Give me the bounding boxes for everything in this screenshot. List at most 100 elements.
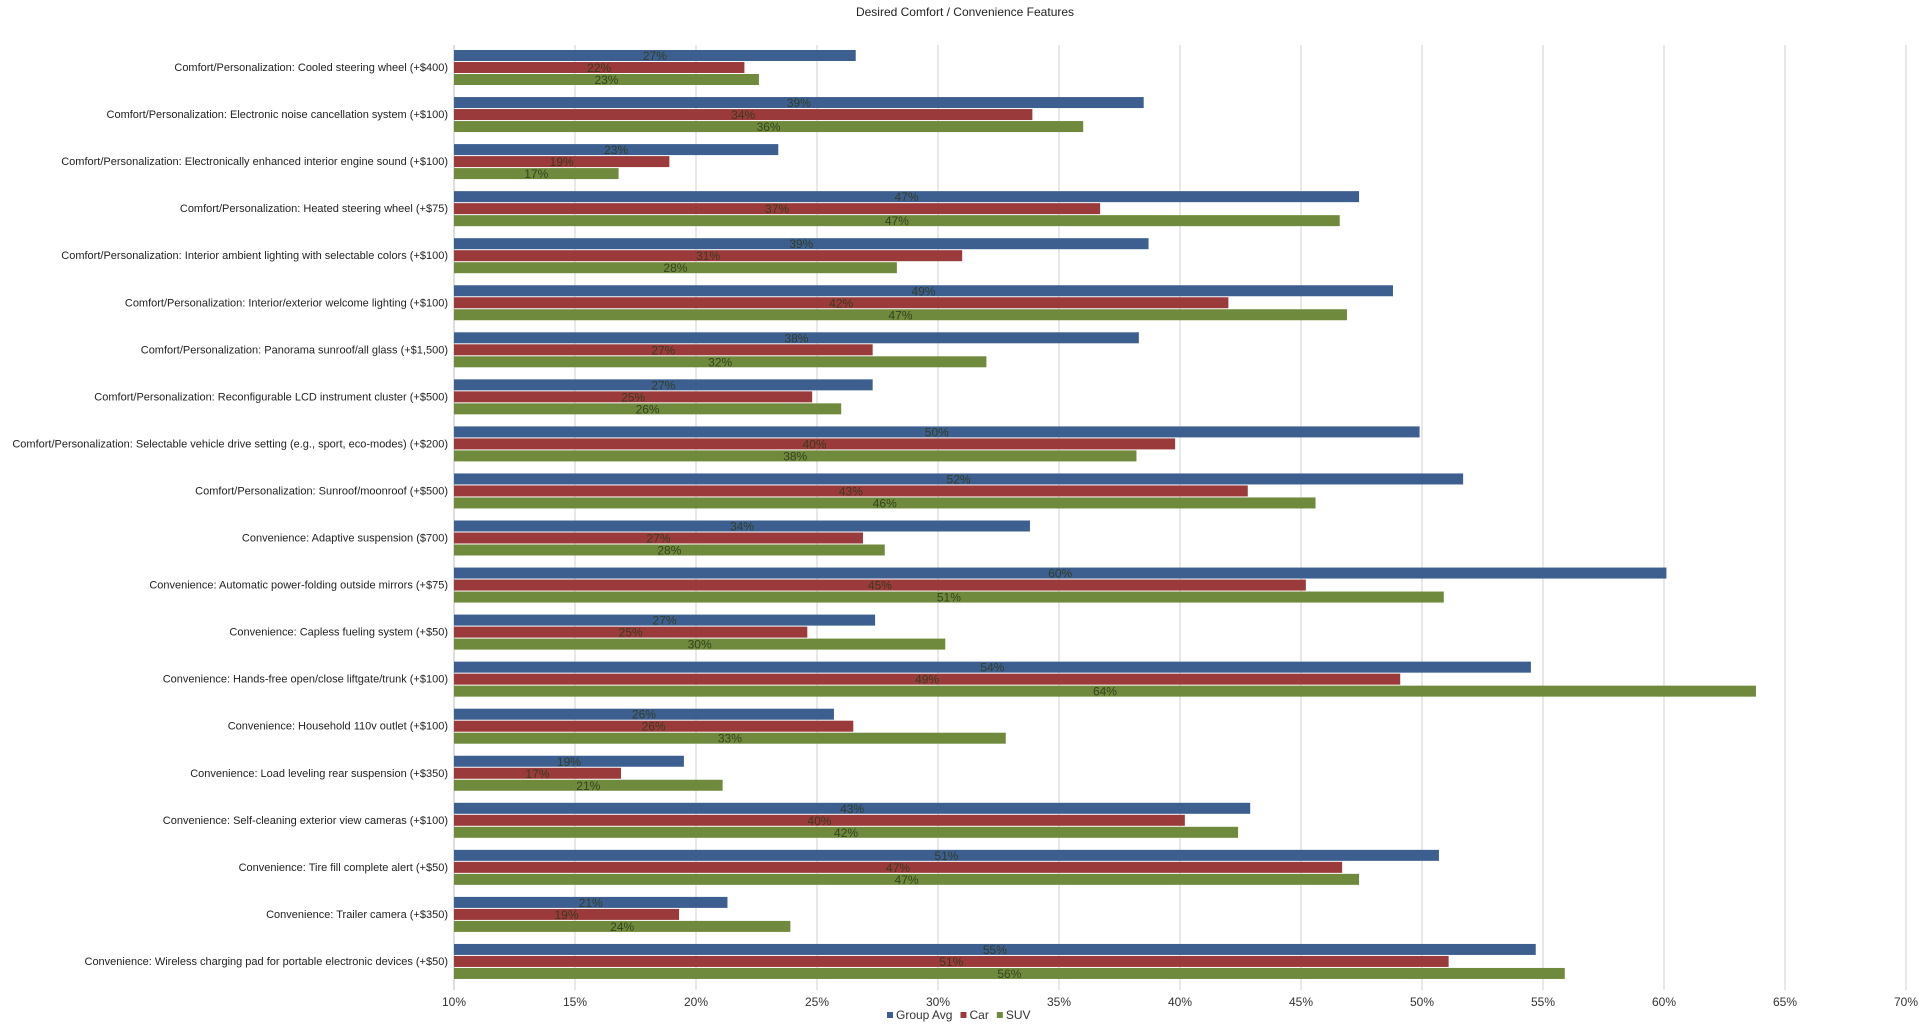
data-label: 47% <box>888 308 912 322</box>
data-label: 42% <box>834 826 858 840</box>
category-label: Convenience: Self-cleaning exterior view… <box>163 815 448 827</box>
data-label: 49% <box>915 673 939 687</box>
bar-suv <box>454 826 1239 838</box>
data-label: 28% <box>657 544 681 558</box>
data-label: 19% <box>550 155 574 169</box>
legend-label: Car <box>969 1008 988 1022</box>
bar-car <box>454 673 1401 685</box>
bar-suv <box>454 638 946 650</box>
data-label: 26% <box>636 402 660 416</box>
category-label: Comfort/Personalization: Reconfigurable … <box>94 391 448 403</box>
data-label: 51% <box>939 955 963 969</box>
bar-car <box>454 814 1185 826</box>
data-label: 40% <box>807 814 831 828</box>
bar-group-avg <box>454 896 728 908</box>
category-label: Convenience: Tire fill complete alert (+… <box>239 862 448 874</box>
x-tick-label: 65% <box>1773 995 1797 1009</box>
data-label: 42% <box>829 296 853 310</box>
x-tick-label: 35% <box>1047 995 1071 1009</box>
x-tick-label: 45% <box>1289 995 1313 1009</box>
category-label: Convenience: Load leveling rear suspensi… <box>190 768 448 780</box>
x-tick-label: 30% <box>926 995 950 1009</box>
data-label: 27% <box>651 343 675 357</box>
x-tick-label: 20% <box>684 995 708 1009</box>
bar-car <box>454 532 863 544</box>
bar-group-avg <box>454 849 1439 861</box>
bar-car <box>454 861 1343 873</box>
data-label: 38% <box>784 331 808 345</box>
category-label: Comfort/Personalization: Heated steering… <box>180 203 448 215</box>
x-tick-label: 55% <box>1531 995 1555 1009</box>
legend-label: SUV <box>1006 1008 1031 1022</box>
bar-suv <box>454 685 1756 697</box>
bar-suv <box>454 403 842 415</box>
data-label: 38% <box>783 449 807 463</box>
bar-layer <box>454 50 1756 979</box>
data-label: 25% <box>619 626 643 640</box>
data-label: 23% <box>594 73 618 87</box>
data-label: 47% <box>885 214 909 228</box>
category-label: Comfort/Personalization: Electronically … <box>61 156 448 168</box>
data-label: 47% <box>895 873 919 887</box>
bar-car <box>454 720 854 732</box>
data-label: 31% <box>696 249 720 263</box>
legend-swatch <box>996 1012 1003 1018</box>
data-label: 43% <box>840 802 864 816</box>
bar-suv <box>454 920 791 932</box>
bar-suv <box>454 779 723 791</box>
data-label: 39% <box>787 96 811 110</box>
category-label: Convenience: Capless fueling system (+$5… <box>229 627 448 639</box>
bar-group-avg <box>454 379 873 391</box>
data-label: 64% <box>1093 685 1117 699</box>
bar-car <box>454 579 1306 591</box>
data-label: 47% <box>895 190 919 204</box>
category-label: Comfort/Personalization: Cooled steering… <box>174 62 448 74</box>
bar-group-avg <box>454 755 684 767</box>
bar-group-avg <box>454 191 1360 203</box>
bar-suv <box>454 168 619 180</box>
bar-group-avg <box>454 50 856 61</box>
bar-group-avg <box>454 661 1531 673</box>
bar-suv <box>454 732 1006 744</box>
data-label: 50% <box>925 425 949 439</box>
bar-group-avg <box>454 614 876 626</box>
data-label: 27% <box>651 378 675 392</box>
category-label: Convenience: Hands-free open/close liftg… <box>163 674 448 686</box>
data-label: 32% <box>708 355 732 369</box>
bar-suv <box>454 215 1340 227</box>
category-label: Convenience: Adaptive suspension ($700) <box>242 533 448 545</box>
x-tick-label: 40% <box>1168 995 1192 1009</box>
bar-group-avg <box>454 802 1251 814</box>
data-label: 17% <box>525 767 549 781</box>
bar-car <box>454 203 1101 215</box>
bar-group-avg <box>454 567 1667 579</box>
bar-car <box>454 391 813 403</box>
data-label: 26% <box>632 708 656 722</box>
data-label-layer: 27%22%23%39%34%36%23%19%17%47%37%47%39%3… <box>524 49 1117 981</box>
data-label: 36% <box>757 120 781 134</box>
category-label: Comfort/Personalization: Panorama sunroo… <box>141 344 448 356</box>
data-label: 19% <box>557 755 581 769</box>
data-label: 30% <box>688 638 712 652</box>
bar-group-avg <box>454 473 1464 485</box>
data-label: 56% <box>997 967 1021 981</box>
data-label: 39% <box>789 237 813 251</box>
data-label: 21% <box>579 896 603 910</box>
bar-car <box>454 156 670 168</box>
category-label: Comfort/Personalization: Interior ambien… <box>61 250 448 262</box>
grid-layer <box>453 45 1907 990</box>
bar-car <box>454 955 1449 967</box>
bar-suv <box>454 591 1444 603</box>
data-label: 23% <box>604 143 628 157</box>
data-label: 34% <box>730 520 754 534</box>
bar-car <box>454 438 1176 450</box>
bar-car <box>454 62 745 73</box>
bar-suv <box>454 967 1565 979</box>
bar-car <box>454 626 808 638</box>
category-label: Comfort/Personalization: Selectable vehi… <box>12 438 448 450</box>
data-label: 49% <box>911 284 935 298</box>
bar-suv <box>454 309 1347 321</box>
data-label: 27% <box>643 49 667 63</box>
data-label: 33% <box>718 732 742 746</box>
